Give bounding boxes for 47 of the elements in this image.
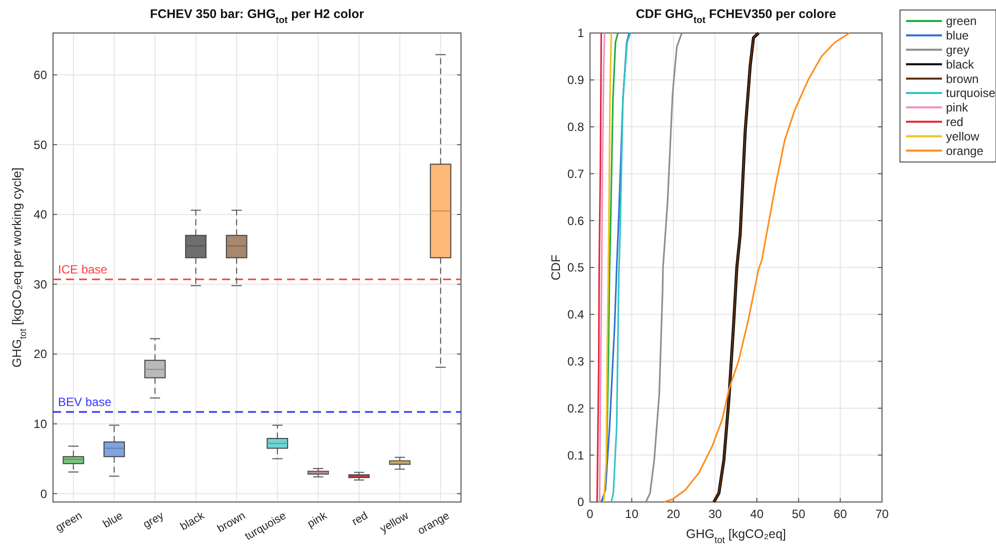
x-tick-label: 70 [875,507,889,521]
y-tick-label: 0.7 [567,166,584,181]
y-tick-label: 0.5 [567,260,584,275]
y-tick-label: 0.4 [567,308,584,322]
y-tick-label: 10 [34,417,48,432]
y-tick-label: 0.8 [567,120,584,134]
x-tick-label: 60 [834,507,848,521]
legend-label: black [946,57,976,72]
x-tick-label: pink [306,510,330,530]
x-tick-label: 20 [666,507,680,521]
y-tick-label: 60 [34,68,48,82]
legend-label: turquoise [946,86,996,100]
x-tick-label: red [350,510,370,528]
legend-label: red [946,115,964,129]
legend-label: grey [946,43,970,57]
y-tick-label: 0.3 [567,354,584,368]
x-tick-label: 30 [708,507,722,521]
x-axis-title: GHG$_{tot}$ [kgCO₂eq] [686,527,786,545]
y-tick-label: 0 [40,486,48,501]
legend-label: brown [946,72,979,86]
x-tick-label: 0 [586,507,594,521]
legend-label: green [946,14,977,28]
y-tick-label: 30 [34,277,48,292]
y-tick-label: 1 [577,26,584,40]
x-tick-label: 10 [625,507,639,521]
x-tick-label: grey [141,510,166,531]
y-tick-label: 0.9 [567,73,584,88]
ref-line-label: ICE base [58,262,108,276]
y-tick-label: 40 [34,208,48,222]
y-tick-label: 50 [34,138,48,152]
x-tick-label: 50 [792,507,806,521]
legend-label: pink [946,100,970,115]
x-tick-label: 40 [750,507,764,521]
y-tick-label: 0.6 [567,214,584,228]
ref-line-label: BEV base [58,394,112,409]
x-tick-label: black [178,510,208,534]
legend-label: blue [946,28,970,43]
chart-title: FCHEV 350 bar: GHG$_{tot}$ per H2 color [150,7,364,25]
y-tick-label: 0 [577,495,584,510]
legend-label: yellow [946,129,980,144]
legend-label: orange [946,144,984,158]
chart-title: CDF GHG$_{tot}$ FCHEV350 per colore [636,7,836,25]
y-tick-label: 20 [34,347,48,362]
y-tick-label: 0.1 [567,448,584,462]
y-tick-label: 0.2 [567,401,584,416]
x-tick-label: blue [101,510,126,531]
y-axis-title: CDF [549,254,563,280]
